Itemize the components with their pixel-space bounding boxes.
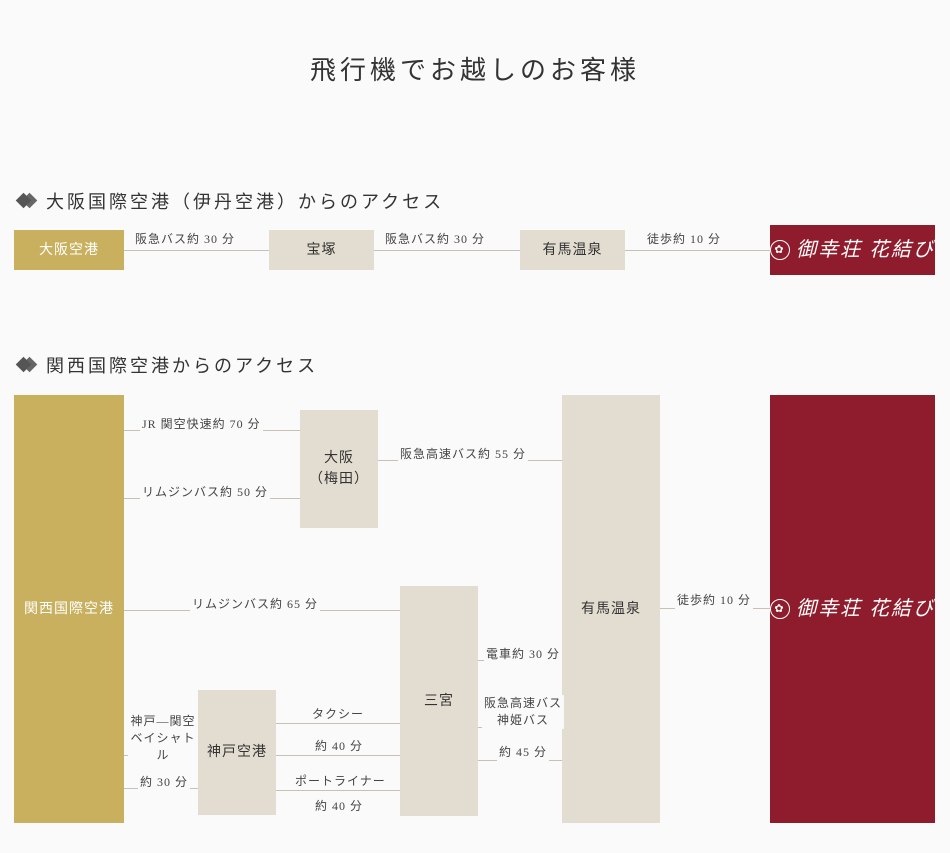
logo-text-1: 御幸荘 花結び [796, 235, 935, 265]
edge-portliner-l2: 約 40 分 [313, 798, 365, 815]
bayshuttle-l1: 神戸―関空 [130, 714, 195, 728]
logo-2: 御幸荘 花結び [770, 594, 935, 624]
edge-s1-e3: 徒歩約 10 分 [645, 231, 723, 248]
bus45-l3: 約 45 分 [497, 744, 549, 761]
edge-limo50: リムジンバス約 50 分 [140, 484, 270, 501]
node-osaka-airport: 大阪空港 [14, 230, 124, 270]
node-arima-2: 有馬温泉 [562, 395, 660, 823]
edge-bus45: 阪急高速バス 神姫バス [482, 695, 564, 729]
bayshuttle-l2: ベイシャトル [130, 731, 195, 762]
section1-heading: 大阪国際空港（伊丹空港）からのアクセス [46, 188, 444, 214]
access-diagram-page: 飛行機でお越しのお客様 大阪国際空港（伊丹空港）からのアクセス 大阪空港 宝塚 … [0, 0, 950, 853]
flower-icon [770, 240, 790, 260]
edge-walk10: 徒歩約 10 分 [675, 592, 753, 609]
osaka-umeda-l2: （梅田） [309, 469, 369, 490]
edge-portliner-l1: ポートライナー [293, 773, 388, 790]
diamond-icon [18, 192, 36, 210]
edge-line [276, 723, 400, 724]
bus45-l2: 神姫バス [497, 713, 549, 727]
edge-s1-e2: 阪急バス約 30 分 [383, 231, 487, 248]
diamond-icon [18, 356, 36, 374]
section2-heading: 関西国際空港からのアクセス [46, 352, 318, 378]
edge-jr: JR 関空快速約 70 分 [140, 416, 263, 433]
logo-1: 御幸荘 花結び [770, 235, 935, 265]
node-kobe-airport: 神戸空港 [198, 690, 276, 815]
edge-taxi-l2: 約 40 分 [313, 738, 365, 755]
edge-line [124, 250, 269, 251]
node-kix: 関西国際空港 [14, 395, 124, 823]
edge-limo65: リムジンバス約 65 分 [190, 596, 320, 613]
page-title: 飛行機でお越しのお客様 [0, 50, 950, 87]
section2-heading-row: 関西国際空港からのアクセス [18, 352, 318, 378]
bus45-l1: 阪急高速バス [484, 696, 562, 710]
section1-heading-row: 大阪国際空港（伊丹空港）からのアクセス [18, 188, 444, 214]
flower-icon [770, 599, 790, 619]
osaka-umeda-l1: 大阪 [324, 448, 354, 469]
node-arima-1: 有馬温泉 [520, 230, 625, 270]
edge-line [374, 250, 520, 251]
edge-bayshuttle: 神戸―関空 ベイシャトル [128, 713, 198, 763]
node-sannomiya: 三宮 [400, 586, 478, 816]
bayshuttle-l3: 約 30 分 [138, 774, 190, 791]
edge-hankyu55: 阪急高速バス約 55 分 [398, 446, 528, 463]
edge-taxi-l1: タクシー [310, 706, 366, 723]
node-takarazuka: 宝塚 [269, 230, 374, 270]
edge-line [276, 790, 400, 791]
node-destination-2: 御幸荘 花結び [770, 395, 935, 823]
logo-text-2: 御幸荘 花結び [796, 594, 935, 624]
node-destination-1: 御幸荘 花結び [770, 225, 935, 275]
edge-line [625, 250, 770, 251]
node-osaka-umeda: 大阪 （梅田） [300, 410, 378, 528]
edge-line [276, 755, 400, 756]
edge-s1-e1: 阪急バス約 30 分 [133, 231, 237, 248]
edge-train30: 電車約 30 分 [484, 646, 562, 663]
